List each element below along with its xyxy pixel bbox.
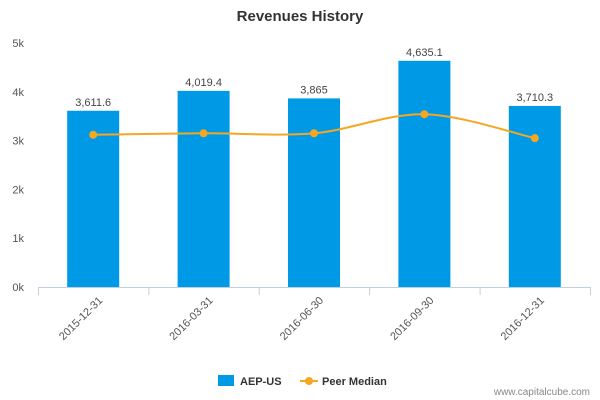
peer-median-point	[310, 129, 318, 138]
bar-data-label: 3,710.3	[516, 92, 553, 104]
legend-swatch-aep-us	[218, 375, 234, 386]
x-tick-label: 2016-09-30	[388, 295, 436, 343]
bar-2016-03-31	[177, 90, 230, 288]
bar-data-label: 3,611.6	[75, 97, 111, 109]
bar-series	[67, 60, 561, 288]
legend: AEP-US Peer Median	[218, 375, 387, 388]
bar-2015-12-31	[67, 110, 120, 287]
y-tick-label: 5k	[12, 38, 24, 50]
legend-label-peer-median: Peer Median	[322, 376, 387, 388]
y-tick-label: 3k	[12, 136, 24, 148]
bar-data-label: 4,635.1	[406, 47, 443, 59]
credit-text: www.capitalcube.com	[493, 387, 590, 398]
x-tick-label: 2016-06-30	[278, 295, 326, 343]
y-axis: 0k 1k 2k 3k 4k 5k	[12, 38, 24, 294]
chart-title: Revenues History	[237, 8, 364, 25]
x-tick-label: 2016-12-31	[499, 295, 547, 343]
legend-label-aep-us: AEP-US	[240, 376, 282, 388]
x-tick-label: 2016-03-31	[167, 295, 215, 343]
y-tick-label: 0k	[12, 282, 24, 294]
bar-data-label: 4,019.4	[185, 77, 222, 89]
legend-marker-peer-median	[305, 377, 313, 385]
peer-median-series	[89, 110, 539, 143]
y-tick-label: 4k	[12, 87, 24, 99]
x-tick-label: 2015-12-31	[57, 295, 105, 343]
bar-data-label: 3,865	[300, 84, 328, 96]
peer-median-point	[530, 134, 539, 143]
peer-median-point	[199, 129, 208, 138]
bar-2016-06-30	[288, 98, 340, 287]
x-axis: 2015-12-31 2016-03-31 2016-06-30 2016-09-30…	[38, 287, 591, 343]
bar-data-labels: 3,611.6 4,019.4 3,865 4,635.1 3,710.3	[75, 47, 553, 109]
peer-median-point	[89, 130, 98, 139]
bar-2016-09-30	[398, 60, 451, 287]
y-tick-label: 2k	[12, 184, 24, 196]
peer-median-point	[420, 110, 429, 119]
y-tick-label: 1k	[12, 233, 24, 245]
